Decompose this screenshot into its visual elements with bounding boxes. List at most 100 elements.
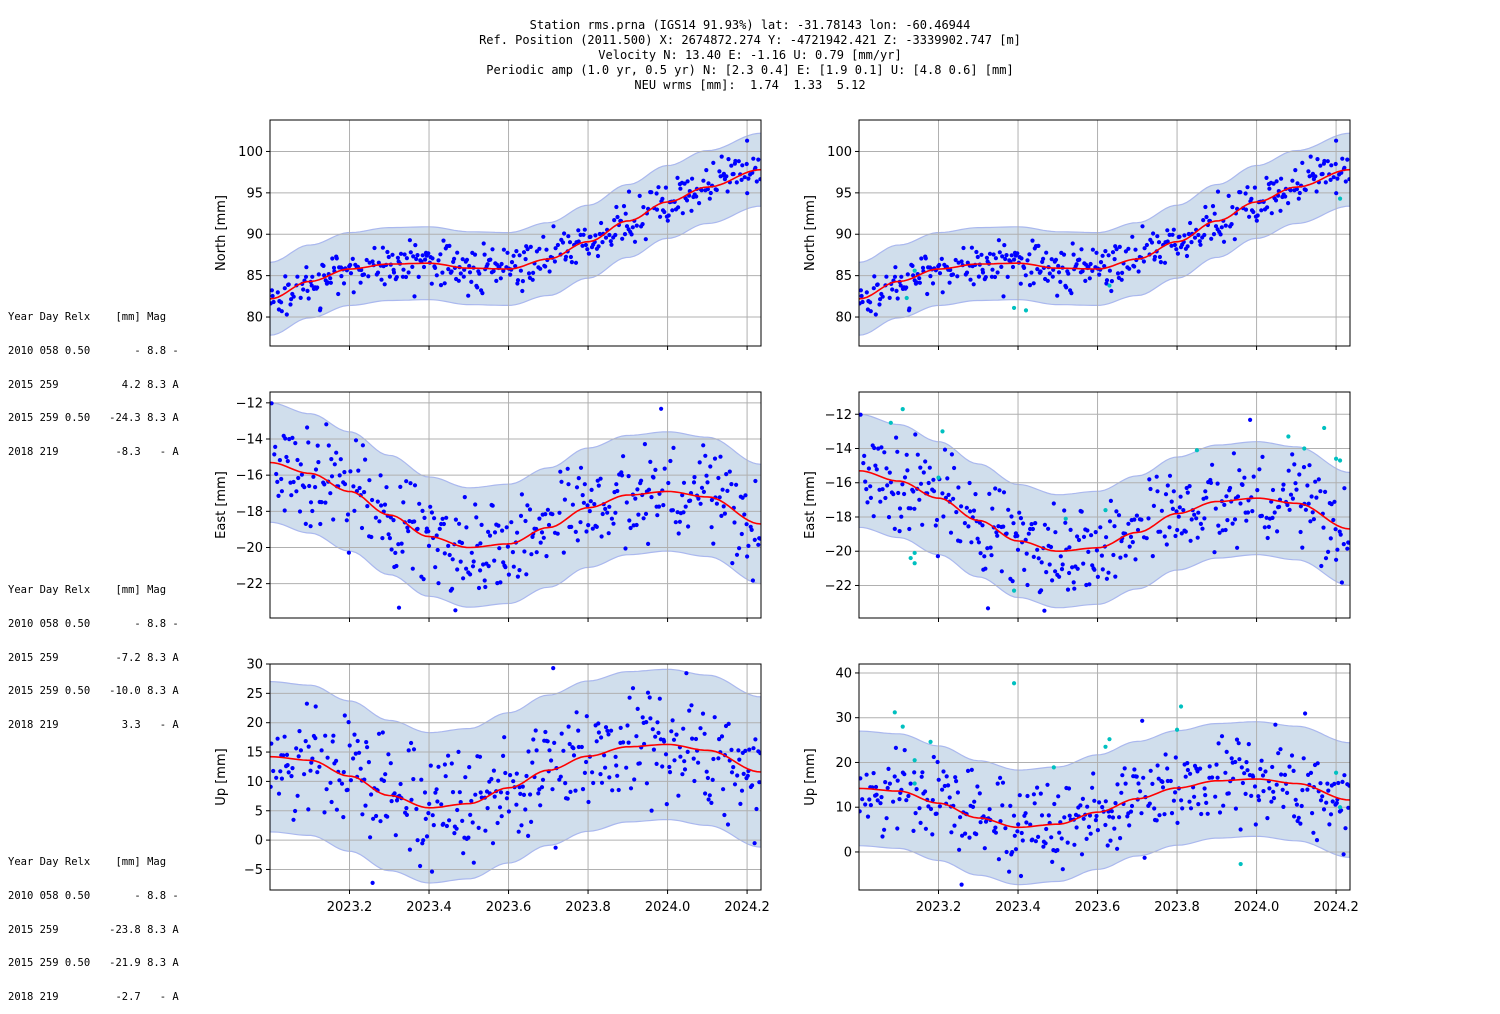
- data-point: [645, 690, 651, 695]
- data-point: [284, 312, 289, 317]
- data-point: [1276, 751, 1281, 756]
- data-point: [605, 728, 610, 733]
- data-point: [510, 550, 515, 555]
- data-point: [281, 753, 286, 758]
- data-point: [1234, 737, 1240, 742]
- data-point: [1053, 257, 1059, 262]
- data-point: [640, 715, 645, 720]
- data-point: [1113, 574, 1118, 579]
- data-point: [1025, 258, 1030, 263]
- data-point: [745, 191, 750, 196]
- data-point: [323, 500, 328, 505]
- data-point: [1151, 231, 1156, 236]
- data-point: [541, 234, 546, 239]
- data-point: [1315, 761, 1320, 766]
- data-point: [718, 454, 723, 459]
- data-point: [1271, 181, 1276, 186]
- data-point: [1243, 191, 1248, 196]
- data-point: [735, 773, 740, 778]
- data-point: [633, 496, 638, 501]
- y-tick-label: 25: [246, 687, 263, 702]
- data-point: [329, 474, 335, 479]
- data-point: [1279, 772, 1284, 777]
- data-point: [1155, 234, 1160, 239]
- data-point: [1151, 503, 1156, 508]
- data-point: [1251, 209, 1256, 215]
- data-point: [524, 572, 529, 577]
- data-point: [940, 290, 945, 295]
- data-point: [515, 278, 521, 283]
- x-tick-label: 2024.2: [724, 900, 770, 915]
- data-point: [1002, 243, 1007, 248]
- data-point: [1293, 168, 1298, 173]
- data-point: [675, 510, 680, 515]
- data-point: [353, 751, 358, 756]
- data-point: [732, 782, 738, 787]
- outlier-point: [1178, 704, 1184, 709]
- data-point: [455, 250, 460, 255]
- data-point: [1192, 235, 1198, 240]
- data-point: [297, 509, 303, 514]
- data-point: [1287, 507, 1292, 512]
- data-point: [412, 483, 418, 488]
- data-point: [1303, 507, 1308, 512]
- data-point: [1216, 523, 1221, 528]
- data-point: [963, 831, 968, 836]
- data-point: [1223, 527, 1228, 533]
- data-point: [515, 530, 520, 535]
- data-point: [978, 551, 983, 556]
- data-point: [1185, 767, 1190, 773]
- data-point: [979, 252, 984, 257]
- data-point: [947, 280, 952, 285]
- data-point: [725, 189, 730, 194]
- data-point: [1017, 510, 1022, 515]
- data-point: [419, 777, 424, 782]
- data-point: [518, 268, 524, 273]
- data-point: [513, 264, 518, 269]
- data-point: [289, 297, 294, 302]
- data-point: [420, 508, 425, 513]
- data-point: [1094, 813, 1099, 819]
- data-point: [1097, 272, 1102, 277]
- data-point: [706, 181, 711, 186]
- data-point: [655, 513, 660, 518]
- data-point: [480, 291, 485, 296]
- data-point: [731, 765, 736, 770]
- data-point: [879, 795, 884, 800]
- data-point: [884, 816, 889, 821]
- data-point: [309, 760, 314, 765]
- data-point: [487, 533, 493, 538]
- data-point: [1058, 279, 1063, 284]
- data-point: [685, 179, 690, 184]
- data-point: [433, 265, 438, 270]
- data-point: [872, 274, 877, 279]
- panel-up-right: 2023.2 2023.4 2023.6 2023.8 2024.0 2024.24030…: [803, 663, 1359, 915]
- data-point: [421, 838, 426, 843]
- outlier-point: [912, 550, 917, 556]
- data-point: [400, 549, 405, 554]
- outlier-point: [1286, 434, 1291, 439]
- data-point: [1174, 247, 1179, 252]
- data-point: [1095, 828, 1100, 833]
- data-point: [1306, 169, 1311, 174]
- panel-plot-area: [270, 120, 761, 346]
- data-point: [1219, 225, 1224, 230]
- data-point: [729, 482, 734, 487]
- data-point: [446, 543, 451, 549]
- data-point: [386, 532, 391, 537]
- data-point: [987, 491, 992, 496]
- data-point: [534, 550, 539, 555]
- data-point: [1016, 822, 1021, 827]
- data-point: [995, 533, 1000, 538]
- data-point: [498, 580, 503, 585]
- data-point: [404, 806, 409, 811]
- data-point: [1142, 246, 1147, 251]
- data-point: [365, 504, 370, 509]
- data-point: [360, 443, 365, 448]
- data-point: [595, 253, 601, 259]
- data-point: [1100, 567, 1105, 572]
- data-point: [1269, 211, 1274, 216]
- data-point: [1240, 482, 1245, 487]
- outlier-point: [1063, 516, 1068, 521]
- data-point: [334, 807, 339, 812]
